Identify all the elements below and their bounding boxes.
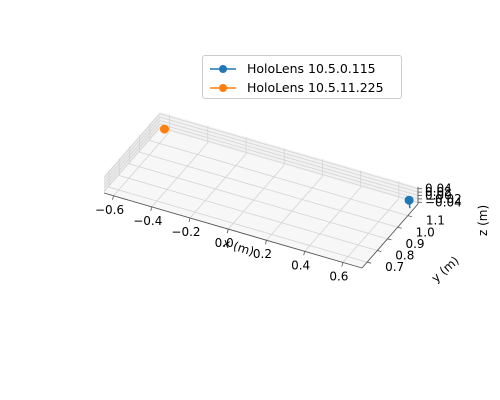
- axis-panes: [104, 112, 418, 268]
- y-tick-label: 1.0: [416, 225, 435, 239]
- x-tick-label: −0.6: [95, 203, 124, 217]
- x-tick-mark: [188, 217, 191, 223]
- x-axis-label: x (m): [221, 236, 256, 259]
- grid-line-z: [159, 113, 419, 190]
- x-tick-mark: [265, 240, 267, 245]
- grid-line-x: [342, 198, 400, 263]
- z-tick-label: 0.04: [425, 182, 452, 196]
- grid-line-y: [108, 186, 368, 263]
- grid-line-y: [119, 175, 378, 251]
- y-axis-label: y (m): [429, 253, 462, 285]
- grid-line-x: [227, 164, 285, 230]
- grid-line-x: [113, 131, 170, 197]
- x-tick-label: 0.4: [291, 258, 310, 272]
- y-tick-mark: [397, 226, 402, 229]
- legend-entry-series-1: HoloLens 10.5.0.115: [203, 59, 401, 79]
- grid-lines: [103, 113, 419, 263]
- series-1: [404, 195, 414, 209]
- y-axis-line: [361, 203, 419, 269]
- x-tick-label: 0.0: [215, 236, 234, 250]
- legend-marker-series-1: [210, 65, 236, 73]
- x-tick-label: −0.4: [133, 214, 162, 228]
- grid-line-x: [189, 153, 247, 219]
- legend-marker-series-2: [210, 84, 236, 92]
- z-tick-label: 0.02: [425, 185, 452, 199]
- x-tick-labels: −0.6 −0.4 −0.2 0.0 0.2 0.4 0.6: [95, 195, 348, 283]
- z-tick-label: −0.02: [425, 192, 462, 206]
- data-series: [159, 124, 414, 209]
- legend-entry-series-2: HoloLens 10.5.11.225: [203, 78, 401, 98]
- y-tick-mark: [377, 250, 382, 252]
- x-tick-label: 0.6: [329, 269, 348, 283]
- y-tick-mark: [387, 238, 392, 241]
- x-tick-label: 0.2: [253, 247, 272, 261]
- y-tick-label: 0.8: [395, 249, 414, 263]
- x-tick-mark: [112, 195, 114, 200]
- x-tick-mark: [303, 251, 306, 256]
- grid-line-z: [103, 120, 161, 185]
- grid-line-y: [129, 163, 388, 240]
- grid-line-x: [151, 142, 209, 208]
- grid-line-z: [103, 116, 161, 182]
- grid-line-z: [103, 127, 161, 192]
- x-tick-mark: [341, 262, 344, 267]
- y-tick-mark: [407, 215, 412, 218]
- series-2: [159, 124, 169, 134]
- grid-line-z: [159, 126, 419, 203]
- y-tick-label: 0.7: [385, 260, 404, 274]
- z-axis-label: z (m): [476, 205, 490, 236]
- grid-line-z: [159, 116, 419, 193]
- legend-label-series-2: HoloLens 10.5.11.225: [247, 80, 384, 95]
- data-point: [159, 124, 169, 134]
- grid-line-z: [103, 123, 161, 189]
- grid-line-z: [159, 123, 419, 200]
- x-tick-label: −0.2: [171, 225, 200, 239]
- z-tick-label: 0.00: [425, 189, 452, 203]
- x-tick-mark: [150, 206, 153, 211]
- y-tick-mark: [366, 261, 372, 264]
- x-tick-mark: [226, 229, 229, 234]
- legend: HoloLens 10.5.0.115 HoloLens 10.5.11.225: [202, 55, 402, 99]
- z-tick-labels: −0.04−0.020.000.020.04: [418, 182, 462, 209]
- y-tick-label: 1.1: [426, 214, 445, 228]
- y-tick-labels: 0.70.80.91.01.1: [366, 214, 445, 274]
- grid-line-y: [149, 140, 408, 217]
- y-tick-label: 0.9: [405, 237, 424, 251]
- grid-line-z: [103, 113, 161, 178]
- grid-line-x: [266, 175, 323, 241]
- legend-label-series-1: HoloLens 10.5.0.115: [247, 61, 376, 76]
- grid-line-y: [139, 151, 398, 228]
- grid-line-z: [159, 120, 419, 196]
- x-axis-line: [103, 192, 363, 269]
- grid-line-x: [304, 187, 361, 252]
- data-point: [404, 195, 414, 205]
- z-tick-label: −0.04: [425, 195, 462, 209]
- floor-pane: [104, 129, 418, 268]
